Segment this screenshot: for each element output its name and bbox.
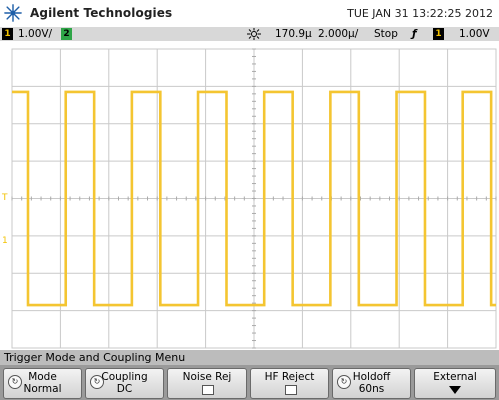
- menu-title: Trigger Mode and Coupling Menu: [4, 351, 186, 364]
- trigger-level: 1.00V: [459, 28, 490, 40]
- trigger-point-icon: [247, 28, 261, 40]
- rising-edge-icon: ƒ: [412, 28, 417, 40]
- trigger-source-badge: 1: [433, 28, 444, 40]
- knob-icon: ↻: [337, 375, 351, 389]
- holdoff-softkey[interactable]: ↻ Holdoff 60ns: [332, 368, 411, 399]
- checkbox-icon[interactable]: [284, 385, 297, 395]
- knob-icon: ↻: [8, 375, 22, 389]
- channel-1-ground-marker: 1: [2, 236, 8, 246]
- softkey-value: Normal: [23, 383, 62, 395]
- waveform-display[interactable]: T1: [0, 41, 499, 350]
- softkey-value: 60ns: [358, 383, 385, 395]
- softkey-label: Mode: [28, 371, 57, 383]
- softkey-bar: ↻ Mode Normal ↻ Coupling DC Noise Rej HF…: [0, 365, 499, 400]
- softkey-label: External: [433, 371, 477, 383]
- run-state: Stop: [374, 28, 398, 40]
- date-time: TUE JAN 31 13:22:25 2012: [347, 7, 493, 20]
- time-offset: 170.9µ: [275, 28, 312, 40]
- menu-title-bar: Trigger Mode and Coupling Menu: [0, 350, 499, 365]
- checkbox-icon[interactable]: [202, 385, 214, 395]
- status-bar: 1 1.00V/ 2 170.9µ 2.000µ/ Stop ƒ 1 1.00V: [0, 27, 499, 41]
- down-arrow-icon: [449, 386, 461, 394]
- softkey-label: HF Reject: [264, 371, 315, 383]
- knob-icon: ↻: [90, 375, 104, 389]
- hf-reject-softkey[interactable]: HF Reject: [250, 368, 329, 399]
- softkey-label: Noise Rej: [182, 371, 232, 383]
- coupling-softkey[interactable]: ↻ Coupling DC: [85, 368, 164, 399]
- channel-1-badge[interactable]: 1: [2, 28, 13, 40]
- softkey-label: Holdoff: [352, 371, 391, 383]
- time-per-div: 2.000µ/: [318, 28, 359, 40]
- channel-2-badge[interactable]: 2: [61, 28, 72, 40]
- channel-1-scale: 1.00V/: [18, 28, 53, 40]
- title-bar: Agilent Technologies TUE JAN 31 13:22:25…: [0, 0, 499, 27]
- channel-1-trace: [12, 90, 496, 307]
- trigger-level-marker: T: [1, 193, 8, 203]
- brand-name: Agilent Technologies: [30, 6, 173, 20]
- mode-softkey[interactable]: ↻ Mode Normal: [3, 368, 82, 399]
- noise-reject-softkey[interactable]: Noise Rej: [167, 368, 247, 399]
- external-softkey[interactable]: External: [414, 368, 496, 399]
- agilent-logo-icon: [4, 4, 22, 22]
- softkey-label: Coupling: [101, 371, 148, 383]
- softkey-value: DC: [116, 383, 133, 395]
